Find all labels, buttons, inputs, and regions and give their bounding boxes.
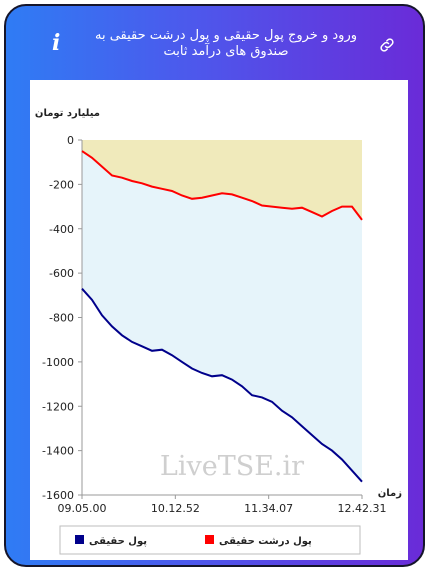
- y-tick-label: -1600: [42, 489, 74, 502]
- legend-label: پول حقیقی: [89, 536, 147, 547]
- legend-swatch: [75, 535, 84, 544]
- y-tick-label: 0: [67, 134, 74, 147]
- y-tick-label: -400: [49, 223, 74, 236]
- x-tick-label: 11.34.07: [244, 502, 293, 515]
- watermark: LiveTSE.ir: [160, 451, 304, 482]
- x-axis-title: زمان: [378, 488, 402, 499]
- legend-swatch: [205, 535, 214, 544]
- card-header: i ورود و خروج پول حقیقی و پول درشت حقیقی…: [6, 6, 423, 78]
- chart-card: i ورود و خروج پول حقیقی و پول درشت حقیقی…: [4, 4, 425, 567]
- x-tick-label: 12.42.31: [338, 502, 387, 515]
- y-axis-title: میلیارد تومان: [35, 108, 100, 119]
- y-tick-label: -200: [49, 178, 74, 191]
- info-icon[interactable]: i: [52, 30, 61, 56]
- chart-svg: LiveTSE.ir 0 -200 -400 -600 -800 -1000 -1200 -14…: [35, 108, 402, 555]
- real-area: [82, 151, 362, 482]
- chart-panel: LiveTSE.ir 0 -200 -400 -600 -800 -1000 -1200 -14…: [30, 80, 408, 560]
- real-money-line: [81, 288, 363, 483]
- big-real-money-line: [81, 150, 363, 221]
- y-tick-label: -1000: [42, 356, 74, 369]
- y-tick-label: -800: [49, 312, 74, 325]
- legend-label: پول درشت حقیقی: [219, 536, 312, 547]
- y-tick-label: -600: [49, 267, 74, 280]
- chart-title: ورود و خروج پول حقیقی و پول درشت حقیقی ب…: [94, 28, 357, 59]
- big-real-area: [82, 140, 362, 220]
- x-tick-label: 10.12.52: [151, 502, 200, 515]
- link-icon[interactable]: [378, 36, 396, 54]
- y-tick-label: -1200: [42, 400, 74, 413]
- x-tick-label: 09.05.00: [58, 502, 107, 515]
- y-tick-label: -1400: [42, 445, 74, 458]
